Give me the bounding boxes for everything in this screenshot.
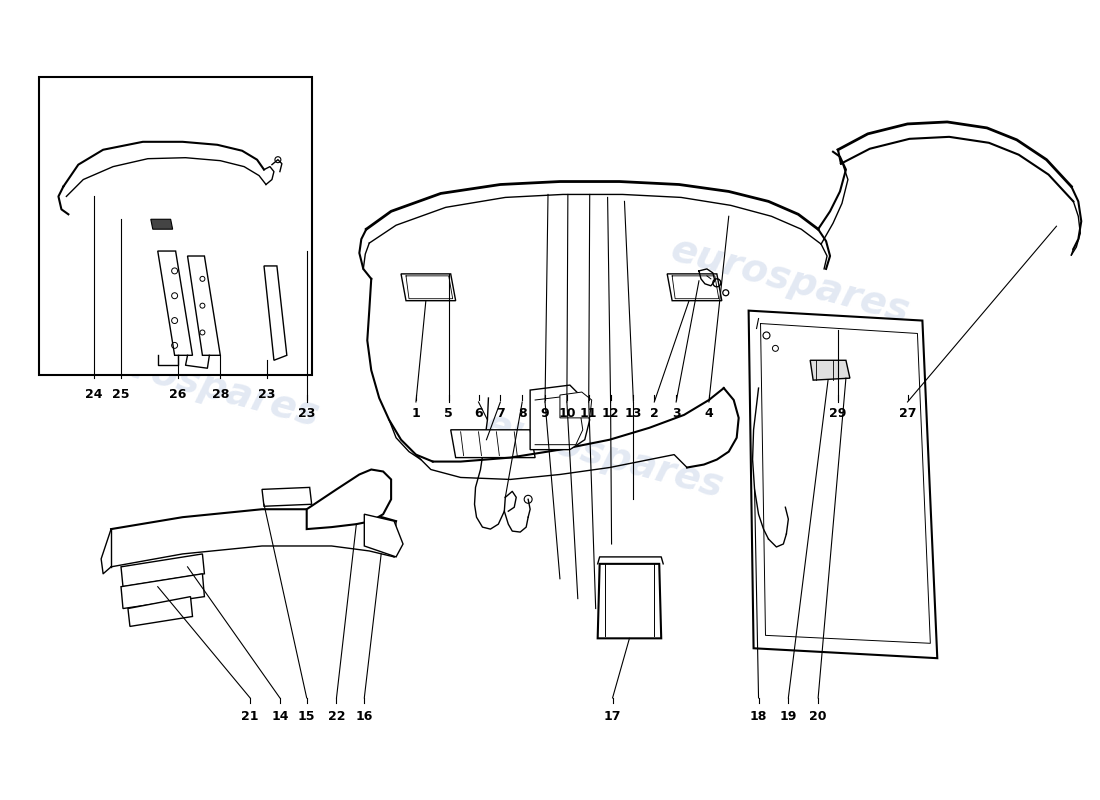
Text: 29: 29: [829, 407, 847, 420]
Polygon shape: [811, 360, 850, 380]
Text: 21: 21: [241, 710, 258, 723]
Bar: [39, 78, 311, 375]
Text: 24: 24: [86, 388, 103, 401]
Polygon shape: [121, 554, 205, 586]
Text: 15: 15: [298, 710, 316, 723]
Polygon shape: [451, 430, 535, 458]
Text: 2: 2: [650, 407, 659, 420]
Polygon shape: [264, 266, 287, 360]
Polygon shape: [668, 274, 722, 301]
Polygon shape: [187, 256, 220, 355]
Polygon shape: [560, 392, 592, 418]
Polygon shape: [121, 574, 205, 609]
Polygon shape: [402, 274, 455, 301]
Text: 26: 26: [169, 388, 186, 401]
Text: eurospares: eurospares: [77, 334, 324, 434]
Polygon shape: [128, 597, 192, 626]
Text: 6: 6: [474, 407, 483, 420]
Polygon shape: [597, 564, 661, 638]
Polygon shape: [151, 219, 173, 229]
Text: 19: 19: [780, 710, 798, 723]
Text: 11: 11: [580, 407, 597, 420]
Text: 16: 16: [355, 710, 373, 723]
Text: eurospares: eurospares: [667, 230, 914, 331]
Text: eurospares: eurospares: [481, 406, 728, 506]
Text: 28: 28: [211, 388, 229, 401]
Text: 23: 23: [258, 388, 276, 401]
Text: 22: 22: [328, 710, 345, 723]
Text: 23: 23: [298, 407, 316, 420]
Text: 25: 25: [112, 388, 130, 401]
Text: 18: 18: [750, 710, 767, 723]
Text: 10: 10: [558, 407, 575, 420]
Text: 3: 3: [672, 407, 681, 420]
Text: 7: 7: [496, 407, 505, 420]
Text: 13: 13: [625, 407, 642, 420]
Text: 27: 27: [899, 407, 916, 420]
Polygon shape: [530, 385, 590, 450]
Text: 5: 5: [444, 407, 453, 420]
Polygon shape: [364, 514, 403, 557]
Polygon shape: [262, 487, 311, 506]
Text: 17: 17: [604, 710, 622, 723]
Text: 20: 20: [810, 710, 827, 723]
Text: 9: 9: [541, 407, 549, 420]
Polygon shape: [749, 310, 937, 658]
Text: 1: 1: [411, 407, 420, 420]
Text: 12: 12: [602, 407, 619, 420]
Text: 14: 14: [271, 710, 288, 723]
Text: 4: 4: [704, 407, 713, 420]
Polygon shape: [307, 470, 392, 529]
Polygon shape: [157, 251, 192, 355]
Text: 8: 8: [518, 407, 527, 420]
